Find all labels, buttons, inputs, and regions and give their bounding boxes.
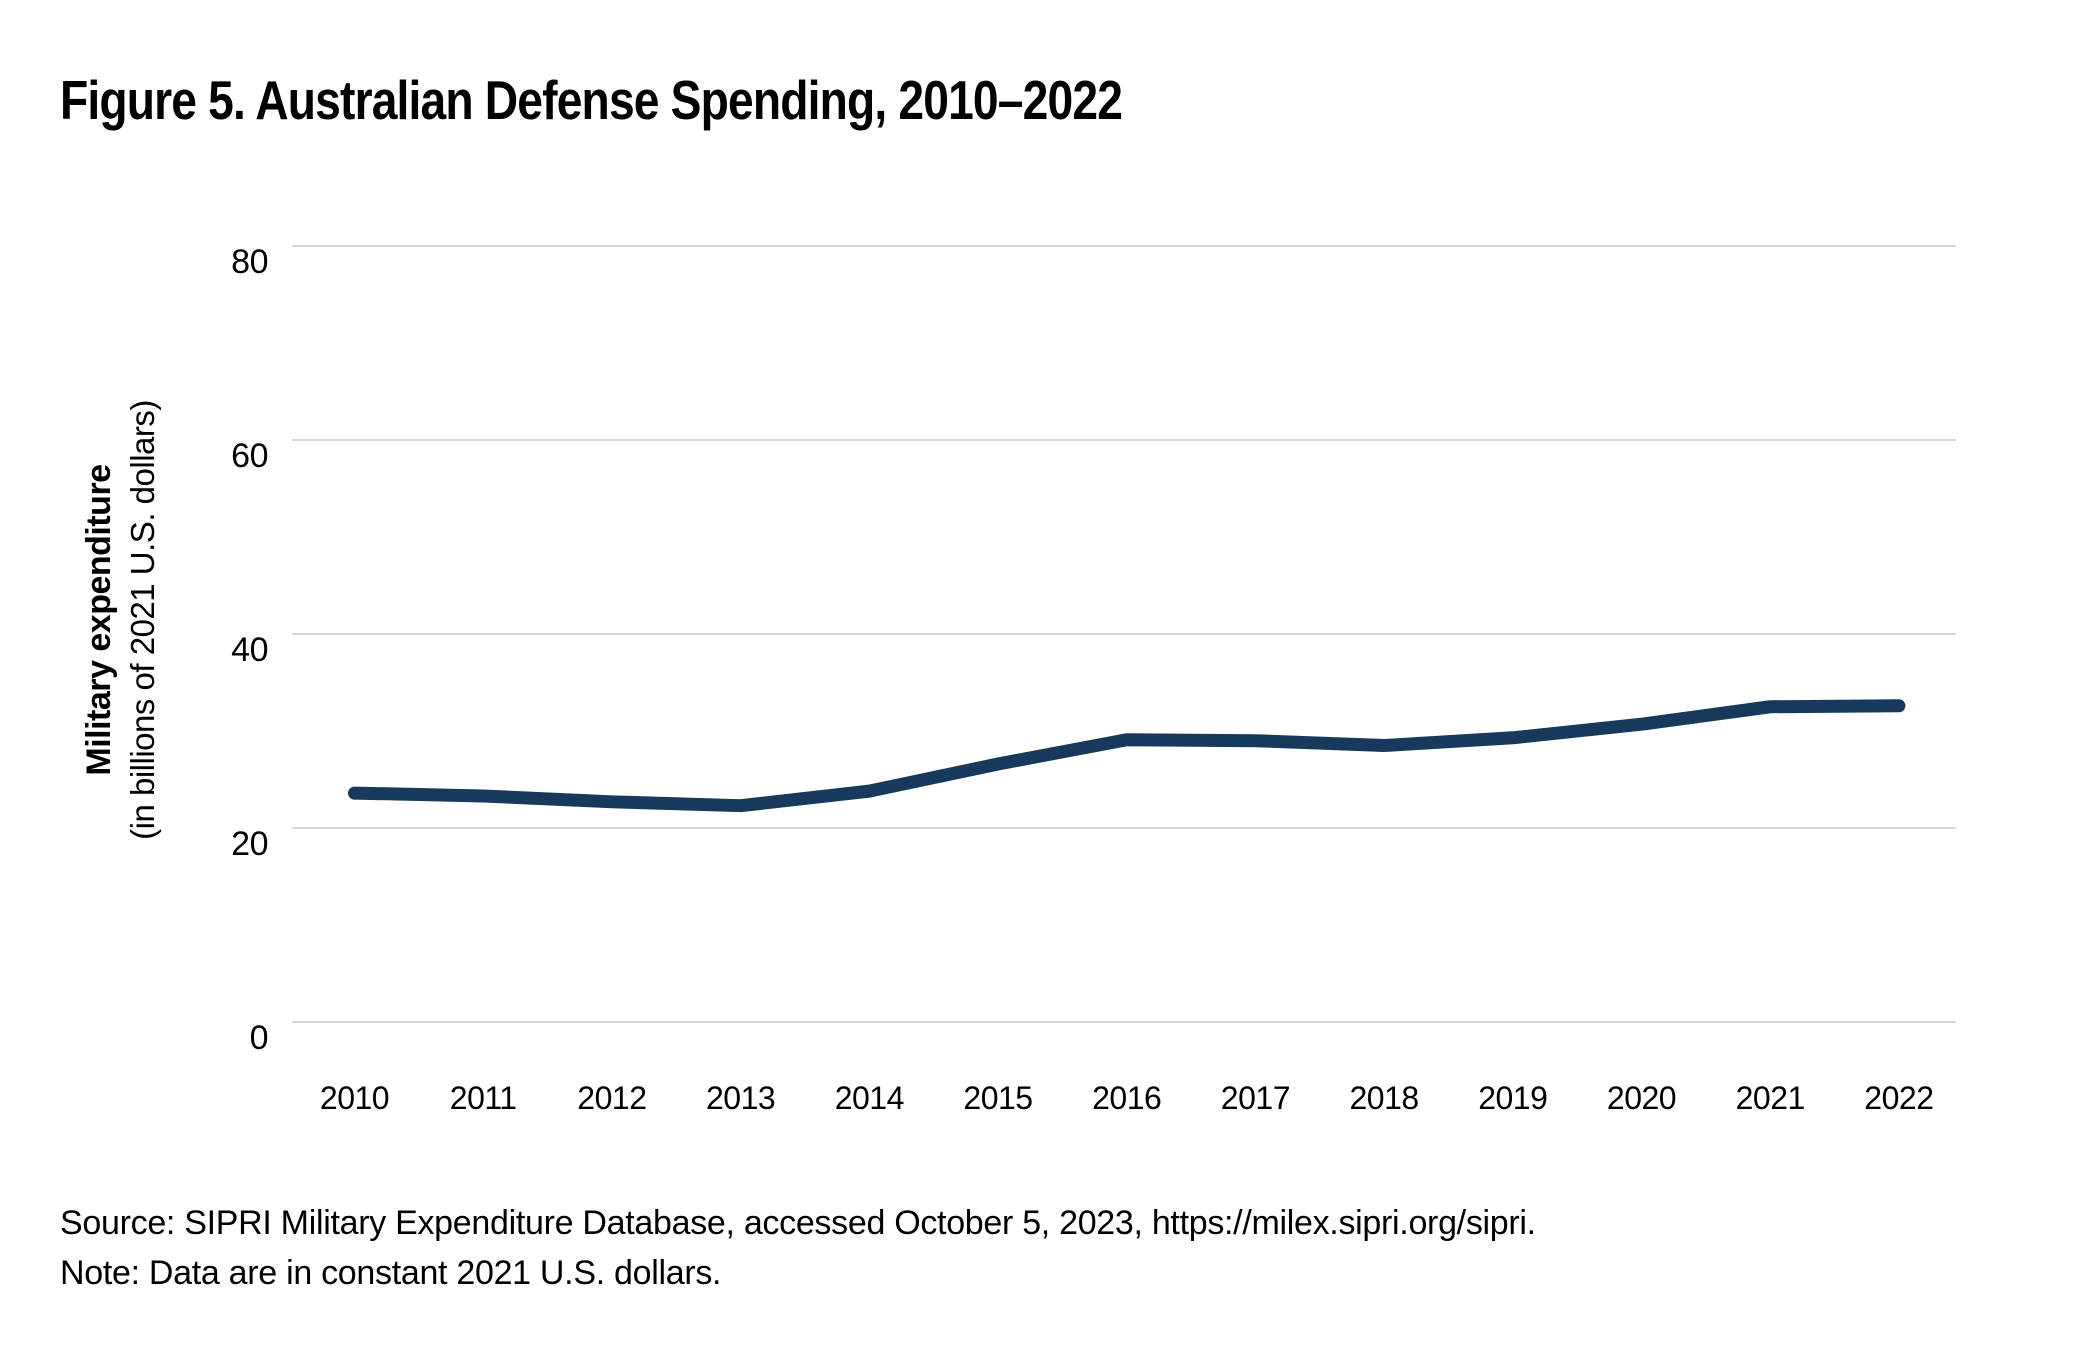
- figure-title: Figure 5. Australian Defense Spending, 2…: [60, 69, 1123, 131]
- x-tick-label-2022: 2022: [1864, 1080, 1934, 1116]
- y-tick-label-60: 60: [231, 437, 268, 475]
- data-note: Note: Data are in constant 2021 U.S. dol…: [60, 1254, 722, 1292]
- x-tick-label-2021: 2021: [1735, 1080, 1806, 1116]
- y-tick-label-0: 0: [249, 1019, 269, 1057]
- x-tick-label-2020: 2020: [1606, 1080, 1677, 1116]
- y-tick-label-20: 20: [231, 825, 268, 863]
- x-tick-label-2016: 2016: [1092, 1080, 1162, 1116]
- x-tick-label-2010: 2010: [319, 1080, 390, 1116]
- x-tick-label-2011: 2011: [449, 1080, 517, 1116]
- spending-line-series: [348, 699, 1906, 813]
- x-tick-label-2013: 2013: [706, 1080, 776, 1116]
- y-tick-label-40: 40: [231, 631, 268, 669]
- source-note: Source: SIPRI Military Expenditure Datab…: [60, 1204, 1536, 1242]
- x-tick-label-2018: 2018: [1349, 1080, 1420, 1116]
- x-tick-label-2015: 2015: [963, 1080, 1033, 1116]
- x-tick-label-2017: 2017: [1220, 1080, 1291, 1116]
- x-tick-label-2014: 2014: [834, 1080, 905, 1116]
- x-tick-label-2012: 2012: [577, 1080, 647, 1116]
- x-tick-label-2019: 2019: [1478, 1080, 1548, 1116]
- y-tick-label-80: 80: [231, 243, 268, 281]
- figure-footnotes: Source: SIPRI Military Expenditure Datab…: [60, 1198, 1536, 1298]
